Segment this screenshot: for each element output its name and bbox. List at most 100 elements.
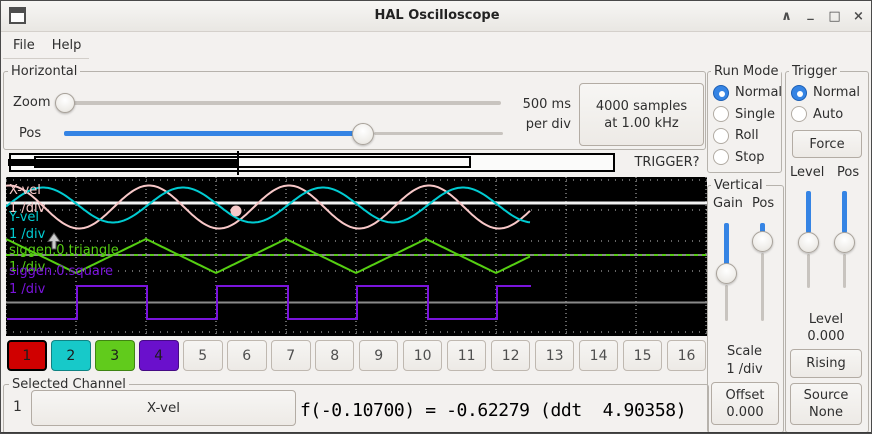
samples-button[interactable]: 4000 samples at 1.00 kHz — [579, 83, 704, 146]
scope-display[interactable]: X-vel 1 /div Y-vel 1 /div siggen.0.triangle 1… — [6, 177, 707, 336]
time-per-div-line1: 500 ms — [522, 97, 571, 112]
channel-button-10[interactable]: 10 — [402, 340, 443, 371]
channel-button-5[interactable]: 5 — [182, 340, 223, 371]
menu-file[interactable]: File — [13, 37, 35, 53]
channel-button-2[interactable]: 2 — [50, 340, 91, 371]
run-mode-roll[interactable]: Roll — [713, 125, 782, 147]
trigger-mode-radio-auto[interactable] — [791, 106, 807, 123]
channel-button-16[interactable]: 16 — [666, 340, 707, 371]
trigger-level-slider-handle[interactable] — [798, 232, 819, 253]
pos-slider-handle[interactable] — [352, 123, 374, 145]
channel-button-8[interactable]: 8 — [314, 340, 355, 371]
window-controls: ∧ _ □ × — [778, 1, 867, 31]
trigger-pos-slider-fill[interactable] — [842, 191, 847, 233]
vertical-pos-slider-fill[interactable] — [760, 223, 765, 233]
scope-label-1-div: 1 /div — [9, 226, 46, 242]
trace-siggen.0.square — [7, 285, 531, 320]
mouse-cursor-icon — [47, 232, 61, 250]
gain-slider-label: Gain — [713, 196, 743, 211]
gain-slider-handle[interactable] — [716, 263, 737, 284]
channel-button-4[interactable]: 4 — [138, 340, 179, 371]
channel-source-button[interactable]: X-vel — [31, 390, 296, 426]
trigger-mode-auto[interactable]: Auto — [791, 104, 860, 126]
gain-slider-fill[interactable] — [724, 223, 729, 265]
trigger-level-slider-fill[interactable] — [806, 191, 811, 233]
vertical-pos-slider-handle[interactable] — [752, 231, 773, 252]
run-mode-radio-single[interactable] — [713, 106, 729, 123]
selected-channel-number: 1 — [13, 399, 22, 415]
cursor-sample-marker — [230, 205, 242, 217]
vertical-frame-label: Vertical — [711, 178, 766, 193]
run-mode-options: Normal Single Roll Stop — [713, 82, 782, 168]
channel-button-15[interactable]: 15 — [622, 340, 663, 371]
channel-button-12[interactable]: 12 — [490, 340, 531, 371]
selected-channel-frame — [3, 384, 709, 433]
run-mode-stop[interactable]: Stop — [713, 147, 782, 169]
channel-value-readout: f(-0.10700) = -0.62279 (ddt 4.90358) — [300, 400, 687, 421]
trigger-force-button[interactable]: Force — [792, 130, 862, 158]
close-button[interactable]: × — [853, 8, 864, 24]
trigger-pos-slider-track[interactable] — [843, 254, 846, 288]
gain-slider-track[interactable] — [725, 285, 728, 321]
channel-button-14[interactable]: 14 — [578, 340, 619, 371]
pos-slider-track[interactable] — [374, 132, 503, 135]
trigger-mode-options: Normal Auto — [791, 82, 860, 125]
vertical-pos-slider-track[interactable] — [761, 253, 764, 321]
channel-button-11[interactable]: 11 — [446, 340, 487, 371]
trigger-edge-button[interactable]: Rising — [790, 349, 862, 378]
window-title: HAL Oscilloscope — [374, 8, 500, 23]
app-icon — [9, 7, 26, 24]
offset-button-line2: 0.000 — [726, 404, 764, 420]
trace-siggen.0.triangle — [6, 237, 531, 275]
minimize-button[interactable]: _ — [807, 5, 814, 21]
channel-button-9[interactable]: 9 — [358, 340, 399, 371]
offset-button[interactable]: Offset 0.000 — [711, 382, 779, 425]
samples-button-line2: at 1.00 kHz — [604, 115, 679, 131]
run-mode-label-stop: Stop — [735, 149, 765, 165]
channel-button-7[interactable]: 7 — [270, 340, 311, 371]
run-mode-radio-roll[interactable] — [713, 127, 729, 144]
trigger-level-slider-track[interactable] — [807, 254, 810, 288]
trigger-mode-label-normal: Normal — [813, 85, 861, 101]
run-mode-radio-stop[interactable] — [713, 149, 729, 166]
channel-button-1[interactable]: 1 — [7, 340, 47, 371]
shade-button[interactable]: ∧ — [781, 8, 792, 24]
run-mode-radio-normal[interactable] — [713, 84, 729, 101]
run-mode-normal[interactable]: Normal — [713, 82, 782, 104]
run-mode-label-normal: Normal — [735, 85, 783, 101]
zoom-slider-label: Zoom — [13, 95, 51, 110]
channel-button-13[interactable]: 13 — [534, 340, 575, 371]
run-mode-single[interactable]: Single — [713, 104, 782, 126]
menu-help[interactable]: Help — [51, 37, 82, 53]
time-per-div-readout: 500 ms per div — [499, 95, 571, 135]
record-fill-bar — [8, 159, 238, 166]
channel-button-6[interactable]: 6 — [226, 340, 267, 371]
trigger-mode-normal[interactable]: Normal — [791, 82, 860, 104]
trigger-mode-radio-normal[interactable] — [791, 84, 807, 101]
titlebar[interactable]: HAL Oscilloscope ∧ _ □ × — [1, 1, 871, 32]
horizontal-frame-label: Horizontal — [8, 64, 81, 79]
zoom-slider-track[interactable] — [56, 101, 501, 105]
trace-X-vel — [6, 184, 531, 230]
vertical-pos-slider-label: Pos — [752, 196, 775, 211]
channel-button-3[interactable]: 3 — [94, 340, 135, 371]
channel-button-row: 1 2 3 4 5 6 7 8 9 10 11 12 13 14 15 16 — [7, 340, 707, 371]
trigger-source-button[interactable]: Source None — [790, 383, 862, 425]
scope-label-siggen-0-triangle: siggen.0.triangle — [9, 243, 119, 258]
trigger-level-slider-label: Level — [790, 165, 825, 180]
scope-label-x-vel: X-vel — [9, 183, 41, 198]
menu-items: File Help — [1, 31, 871, 59]
trigger-frame-label: Trigger — [789, 64, 840, 79]
trigger-pos-slider-handle[interactable] — [834, 232, 855, 253]
trigger-level-caption: Level — [808, 312, 844, 327]
pos-slider-fill[interactable] — [64, 131, 354, 136]
time-per-div-line2: per div — [525, 117, 571, 132]
scope-label-1-div: 1 /div — [9, 201, 46, 216]
selected-channel-frame-label: Selected Channel — [9, 377, 129, 392]
menubar: File Help — [1, 31, 871, 59]
pos-slider-label: Pos — [19, 126, 42, 141]
zoom-slider-handle[interactable] — [55, 93, 75, 113]
maximize-button[interactable]: □ — [828, 8, 841, 24]
offset-button-line1: Offset — [725, 387, 765, 403]
